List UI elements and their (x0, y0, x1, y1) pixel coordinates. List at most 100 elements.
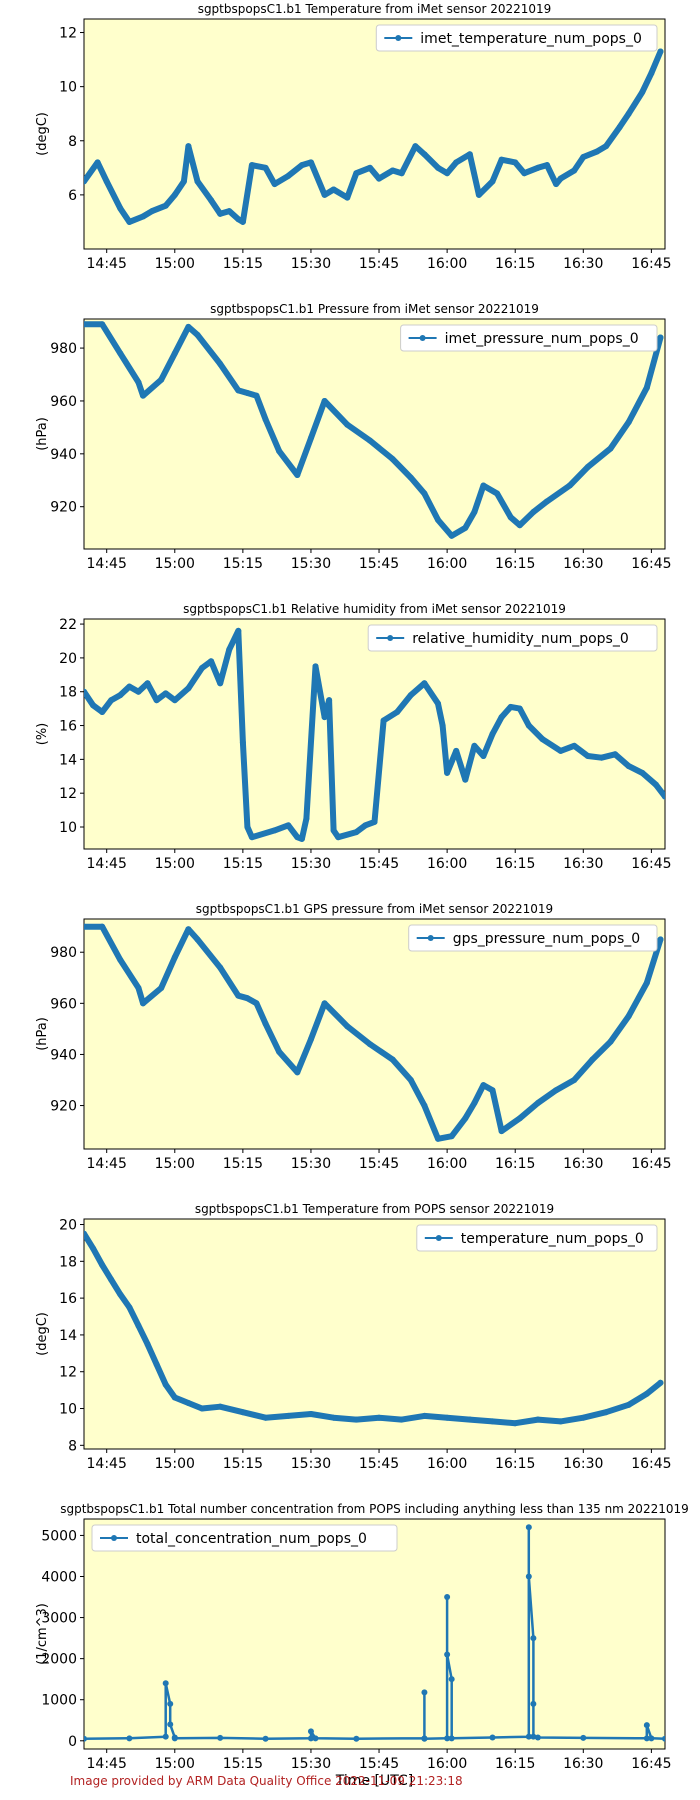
data-point (162, 202, 169, 209)
data-point (553, 1087, 560, 1094)
y-tick-label: 960 (50, 394, 77, 410)
x-tick-label: 14:45 (87, 1456, 127, 1472)
chart-title: sgptbspopsC1.b1 Total number concentrati… (60, 1502, 689, 1516)
x-tick-label: 16:00 (427, 256, 467, 272)
data-point (462, 524, 469, 531)
data-point (199, 1405, 206, 1412)
data-point (285, 172, 292, 179)
data-point (171, 191, 178, 198)
y-tick-label: 980 (50, 341, 77, 357)
axes-frame (83, 1518, 666, 1750)
data-point (516, 705, 523, 712)
data-point (185, 1400, 192, 1406)
legend-box (367, 624, 658, 652)
y-tick-label: 20 (59, 1218, 77, 1234)
series-line (84, 1230, 664, 1427)
data-point (480, 1082, 487, 1089)
data-point (117, 205, 124, 212)
data-point (353, 170, 360, 177)
legend-label: temperature_num_pops_0 (461, 1231, 644, 1247)
data-point (657, 334, 664, 341)
series-group (84, 627, 665, 842)
chart-title: sgptbspopsC1.b1 Temperature from iMet se… (198, 2, 552, 16)
x-tick-label: 16:15 (495, 1756, 535, 1772)
legend: total_concentration_num_pops_0 (91, 1524, 398, 1552)
axes-frame (83, 918, 666, 1150)
data-point (639, 769, 646, 776)
x-tick-label: 15:30 (291, 1756, 331, 1772)
data-point (466, 151, 473, 158)
data-point (407, 474, 414, 481)
data-point (285, 1412, 292, 1419)
x-tick-label: 15:00 (155, 1456, 195, 1472)
chart-title: sgptbspopsC1.b1 Relative humidity from i… (183, 602, 566, 616)
data-point (557, 747, 564, 754)
data-point (580, 1414, 587, 1421)
data-point (389, 456, 396, 463)
data-point (366, 164, 373, 171)
data-point (444, 769, 451, 776)
y-tick-label: 1000 (41, 1693, 77, 1709)
data-point (276, 1048, 283, 1055)
legend-label: total_concentration_num_pops_0 (136, 1531, 367, 1547)
data-point (507, 703, 514, 710)
x-tick-label: 15:30 (291, 556, 331, 572)
data-point (171, 1394, 178, 1401)
legend-marker (419, 335, 426, 341)
data-point (435, 164, 442, 171)
data-point (185, 926, 192, 933)
legend: relative_humidity_num_pops_0 (367, 624, 658, 652)
data-point (557, 1418, 564, 1425)
data-point (99, 923, 106, 930)
data-point (648, 70, 655, 77)
x-tick-label: 16:15 (495, 856, 535, 872)
x-tick-label: 14:45 (87, 1756, 127, 1772)
x-tick-label: 14:45 (87, 856, 127, 872)
data-point (307, 159, 314, 166)
y-axis-label: (hPa) (35, 417, 50, 451)
data-point (525, 722, 532, 729)
y-tick-label: 940 (50, 447, 77, 463)
legend-marker (111, 1535, 117, 1541)
data-point (453, 159, 460, 166)
x-tick-label: 16:45 (631, 256, 671, 272)
data-point (162, 1381, 169, 1388)
data-point (194, 331, 201, 338)
data-point (494, 490, 501, 497)
data-point (657, 48, 664, 55)
data-point (262, 416, 269, 423)
data-point (530, 508, 537, 515)
chart-2: sgptbspopsC1.b1 Pressure from iMet senso… (35, 302, 672, 572)
y-tick-label: 10 (59, 80, 77, 96)
data-point (643, 1722, 650, 1729)
data-point (144, 680, 151, 687)
data-point (321, 191, 328, 198)
y-tick-label: 4000 (41, 1570, 77, 1586)
data-point (135, 379, 142, 386)
legend: gps_pressure_num_pops_0 (408, 924, 658, 952)
data-point (448, 1735, 455, 1742)
data-point (557, 175, 564, 182)
data-point (534, 1416, 541, 1423)
x-tick-label: 15:30 (291, 856, 331, 872)
data-point (525, 1733, 532, 1740)
chart-title: sgptbspopsC1.b1 Pressure from iMet senso… (210, 302, 539, 316)
y-axis-label: (1/cm^3) (35, 1603, 50, 1665)
axes-frame (83, 618, 666, 850)
y-axis-label: (degC) (35, 1312, 50, 1356)
data-point (108, 1276, 115, 1283)
data-point (625, 110, 632, 117)
data-point (643, 1735, 650, 1742)
data-point (584, 464, 591, 471)
data-point (421, 1412, 428, 1419)
y-tick-label: 12 (59, 786, 77, 802)
data-point (471, 508, 478, 515)
data-point (353, 1735, 360, 1742)
legend-box (408, 924, 658, 952)
legend-marker (395, 35, 402, 41)
x-tick-label: 15:15 (223, 256, 263, 272)
data-point (444, 1651, 451, 1658)
x-axis-label: Time [UTC] (335, 1773, 413, 1789)
axes-frame (83, 18, 666, 250)
